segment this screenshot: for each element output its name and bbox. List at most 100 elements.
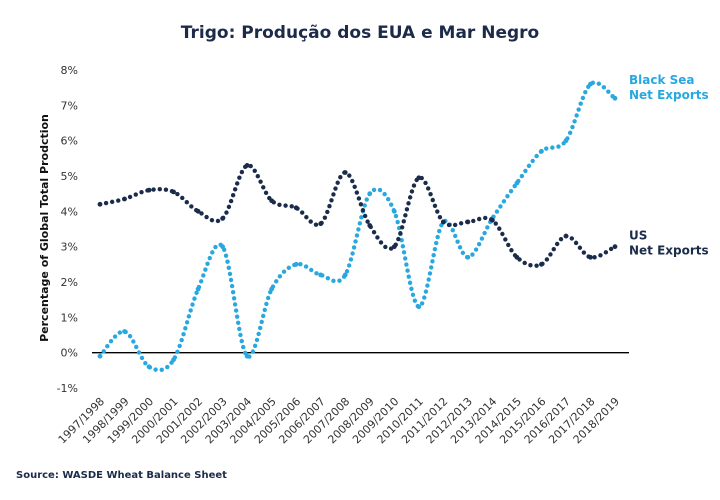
series-dot <box>501 199 507 204</box>
series-dot <box>460 250 466 256</box>
series-dot <box>410 292 416 298</box>
series-dot <box>210 250 215 255</box>
series-dot <box>229 283 235 289</box>
series-dot <box>401 219 406 224</box>
series-dot <box>261 313 266 319</box>
series-dot <box>509 248 514 253</box>
series-dot <box>606 89 611 94</box>
series-dot <box>262 307 267 313</box>
series-dot <box>213 244 218 250</box>
series-dot <box>485 225 490 230</box>
series-dot <box>101 349 106 354</box>
series-dot <box>165 364 170 370</box>
series-dot <box>393 213 399 219</box>
data-point <box>220 244 226 250</box>
series-dot <box>505 194 510 199</box>
series-dot <box>470 252 475 257</box>
series-dot <box>407 195 413 200</box>
series-dot <box>583 90 588 95</box>
series-dot <box>235 320 241 326</box>
y-tick-label: 0% <box>61 347 78 360</box>
series-dot <box>190 302 195 307</box>
series-dot <box>528 263 533 268</box>
series-dot <box>304 214 309 220</box>
series-dot <box>437 214 443 220</box>
series-dot <box>225 259 230 264</box>
series-dot <box>458 221 464 226</box>
series-dot <box>143 360 148 366</box>
data-point <box>171 189 176 195</box>
series-dot <box>573 240 579 246</box>
series-dot <box>226 265 232 271</box>
series-dot <box>365 219 370 224</box>
series-dot <box>371 187 377 193</box>
series-dot <box>503 237 508 242</box>
series-dot <box>327 203 332 209</box>
series-dot <box>179 337 184 343</box>
series-dot <box>309 267 314 273</box>
series-dot <box>471 218 476 224</box>
series-dot <box>258 179 263 184</box>
series-dot <box>452 222 458 228</box>
data-point <box>220 216 226 221</box>
series-dot <box>228 277 234 283</box>
series-dot <box>419 301 425 306</box>
data-point <box>612 244 618 250</box>
series-dot <box>350 251 355 256</box>
series-dot <box>603 250 609 255</box>
y-tick-label: 6% <box>61 135 78 148</box>
data-point <box>465 219 471 225</box>
series-dot <box>435 234 440 240</box>
series-dot <box>257 325 263 331</box>
series-dot <box>434 240 439 246</box>
series-dot <box>103 200 109 206</box>
series-dot <box>437 228 442 234</box>
data-point <box>367 223 373 228</box>
series-dot <box>388 202 394 207</box>
series-dot <box>578 101 583 106</box>
series-dot <box>508 188 514 194</box>
series-dot <box>331 192 336 197</box>
data-point <box>269 286 275 292</box>
series-dot <box>308 219 313 224</box>
series-group <box>97 80 618 372</box>
data-point <box>391 244 397 250</box>
series-dot <box>534 263 539 268</box>
data-point <box>612 95 618 101</box>
y-tick-label: 2% <box>61 276 78 289</box>
series-dot <box>203 267 208 272</box>
series-dot <box>255 173 261 179</box>
data-point <box>514 254 520 260</box>
series-dot <box>450 228 455 233</box>
series-dot <box>482 230 487 236</box>
series-dot <box>322 215 328 220</box>
series-dot <box>325 275 331 281</box>
series-dot <box>175 349 180 354</box>
series-dot <box>550 145 555 150</box>
series-dot <box>286 265 292 271</box>
series-dot <box>232 187 238 192</box>
series-dot <box>375 235 380 240</box>
series-dot <box>239 338 244 344</box>
data-point <box>146 187 152 193</box>
series-dot <box>204 214 209 220</box>
series-dot <box>274 279 279 284</box>
series-dot <box>289 204 294 209</box>
series-dot <box>428 192 433 197</box>
series-dot <box>556 144 561 149</box>
series-dot <box>534 153 539 159</box>
series-dot <box>399 237 404 243</box>
series-dot <box>139 355 145 361</box>
series-dot <box>153 367 158 372</box>
y-tick-label: -1% <box>57 382 78 395</box>
series-dot <box>163 187 169 192</box>
series-dot <box>523 168 528 174</box>
data-point <box>563 233 569 239</box>
series-dot <box>498 204 503 209</box>
series-dot <box>277 274 283 279</box>
data-point <box>514 180 520 186</box>
data-point <box>293 205 299 211</box>
series-0 <box>97 80 618 372</box>
